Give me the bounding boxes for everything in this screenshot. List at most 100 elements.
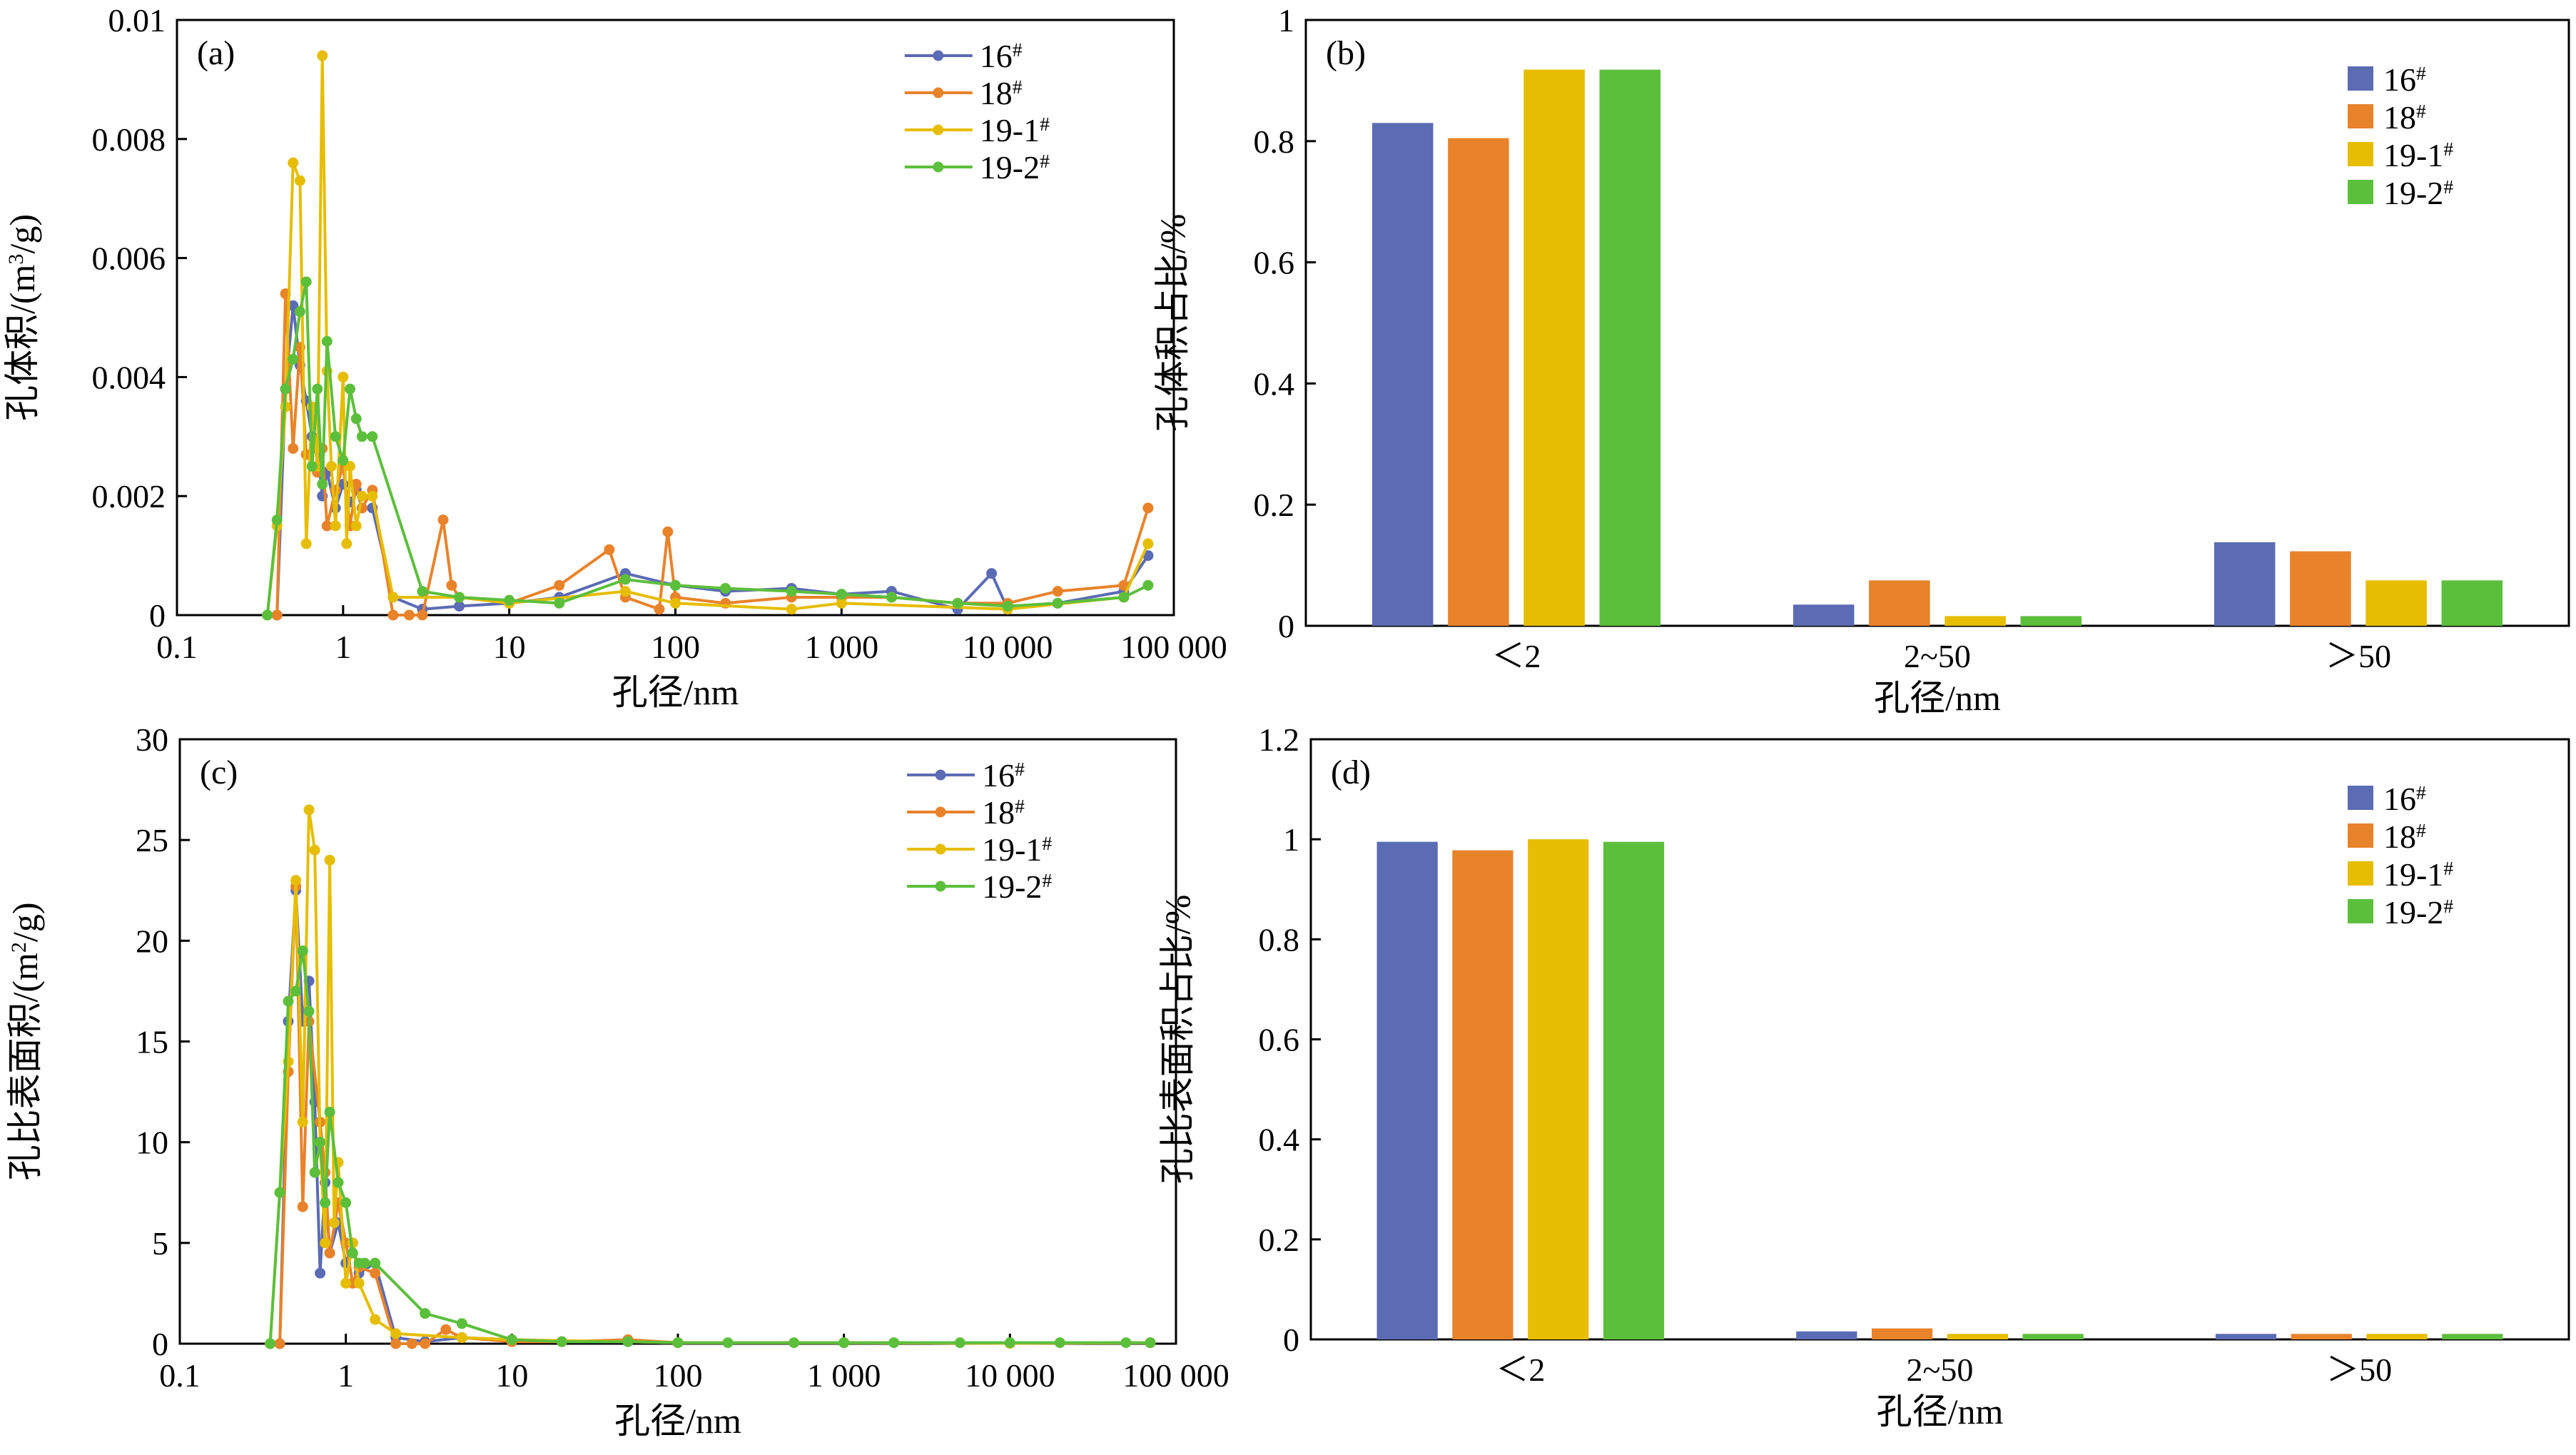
- data-point: [265, 1338, 276, 1349]
- data-point: [306, 461, 318, 472]
- data-point: [338, 371, 349, 382]
- y-tick-label: 0.01: [108, 2, 166, 39]
- legend-label: 16#: [2383, 61, 2426, 98]
- y-tick-label: 0.4: [1254, 365, 1295, 402]
- legend-swatch: [2348, 180, 2373, 204]
- bar-16#-1: [1796, 1331, 1857, 1339]
- bar-16#-2: [2215, 1334, 2277, 1339]
- data-point: [312, 383, 323, 395]
- x-category-label: ＜2: [1492, 638, 1541, 674]
- legend-label: 19-2#: [2383, 894, 2453, 931]
- x-axis-label: 孔径/nm: [614, 1401, 741, 1441]
- legend-swatch: [2348, 899, 2373, 923]
- data-point: [1120, 1337, 1132, 1349]
- data-point: [654, 604, 665, 615]
- legend-label: 16#: [2383, 781, 2426, 817]
- legend-label: 18#: [2383, 818, 2426, 855]
- data-point: [417, 609, 428, 621]
- chart-panel-b: (b) ＜2 2~50 ＞50 0 0.2 0.4 0.6 0.8 1 孔体积占比/% 孔径/nm 16…: [1152, 2, 2570, 718]
- y-tick-label: 1: [1283, 821, 1299, 858]
- data-point: [986, 568, 998, 579]
- bar-16#-0: [1371, 123, 1434, 626]
- bar-19-1#-0: [1523, 69, 1585, 627]
- bar-18#-1: [1869, 580, 1930, 626]
- plot-frame: [1304, 19, 2570, 627]
- data-point: [836, 589, 847, 600]
- legend-swatch: [2348, 142, 2373, 166]
- bar-19-2#-2: [2442, 1334, 2503, 1339]
- x-tick-label: 1: [338, 1357, 354, 1394]
- data-point: [315, 1267, 326, 1279]
- x-category-label: ＞50: [2326, 1352, 2392, 1388]
- bar-18#-1: [1872, 1328, 1933, 1339]
- data-point: [506, 1334, 517, 1345]
- data-point: [290, 875, 302, 886]
- legend-marker: [933, 124, 944, 136]
- data-point: [456, 1332, 467, 1344]
- data-point: [504, 594, 515, 606]
- data-point: [367, 431, 378, 442]
- chart-panel-d: (d) ＜2 2~50 ＞50 0 0.2 0.4 0.6 0.8 1 1.2 孔比表面积占比/% 孔径…: [1157, 721, 2570, 1431]
- bar-19-1#-2: [2365, 580, 2427, 626]
- data-point: [330, 520, 341, 532]
- data-point: [670, 597, 681, 609]
- data-point: [297, 1201, 308, 1212]
- legend-label: 16#: [980, 38, 1023, 74]
- data-point: [324, 1247, 335, 1259]
- x-tick-label: 100: [654, 1357, 703, 1394]
- data-point: [321, 520, 333, 532]
- bar-19-1#-2: [2366, 1334, 2428, 1339]
- legend-label: 19-2#: [982, 868, 1052, 905]
- data-point: [836, 597, 847, 609]
- data-point: [1142, 502, 1154, 514]
- legend-label: 19-1#: [980, 112, 1050, 148]
- data-point: [290, 985, 302, 997]
- data-point: [271, 514, 283, 526]
- legend-swatch: [2348, 823, 2373, 848]
- data-point: [324, 854, 335, 866]
- data-point: [1002, 600, 1013, 612]
- y-tick-label: 0.002: [92, 478, 166, 514]
- data-point: [324, 1106, 335, 1117]
- data-point: [1142, 538, 1154, 549]
- data-point: [454, 592, 465, 603]
- data-point: [786, 586, 797, 597]
- bar-19-2#-1: [2020, 616, 2082, 626]
- x-category-label: 2~50: [1904, 638, 1971, 674]
- data-point: [288, 353, 299, 365]
- legend-swatch: [2348, 104, 2373, 128]
- y-tick-label: 0: [1283, 1322, 1299, 1358]
- data-point: [619, 574, 631, 585]
- data-point: [300, 538, 312, 549]
- data-point: [320, 1237, 331, 1249]
- data-point: [283, 995, 294, 1007]
- y-tick-label: 1: [1278, 2, 1294, 39]
- data-point: [350, 413, 362, 425]
- legend-label: 19-2#: [980, 149, 1050, 186]
- bar-16#-0: [1376, 841, 1438, 1339]
- data-point: [309, 1167, 320, 1178]
- data-point: [370, 1314, 381, 1325]
- panel-label: (b): [1326, 34, 1366, 72]
- data-point: [340, 1197, 352, 1208]
- bar-19-2#-0: [1599, 69, 1661, 627]
- panel-label: (d): [1331, 754, 1371, 791]
- series-line-19-2#: [265, 280, 1149, 616]
- data-point: [359, 1257, 370, 1269]
- chart-panel-a: (a) 0.1 1 10 100 1 000 10 000 100 000 0 0.002 0.00…: [2, 2, 1227, 712]
- x-category-label: ＞50: [2326, 638, 2391, 674]
- x-tick-label: 10 000: [965, 1357, 1055, 1394]
- y-tick-label: 0.008: [92, 121, 166, 158]
- data-point: [456, 1318, 467, 1329]
- data-point: [1052, 586, 1063, 597]
- data-point: [294, 175, 305, 186]
- y-tick-label: 30: [136, 721, 168, 758]
- legend-label: 18#: [2383, 99, 2426, 136]
- series-line-19-2#: [268, 949, 1150, 1344]
- data-point: [344, 383, 355, 395]
- data-point: [786, 604, 797, 615]
- x-tick-label: 0.1: [159, 1357, 201, 1394]
- y-tick-label: 0.8: [1254, 123, 1295, 160]
- bar-19-2#-2: [2441, 580, 2503, 626]
- series-line-19-1#: [265, 54, 1150, 616]
